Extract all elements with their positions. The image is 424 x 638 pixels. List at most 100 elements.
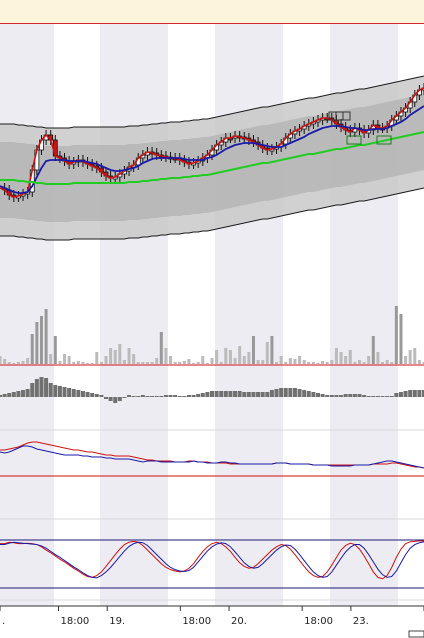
histogram-bar bbox=[163, 395, 168, 397]
volume-bar bbox=[311, 362, 315, 364]
x-tick-label: 18:00 bbox=[60, 616, 89, 627]
oscillator-line-1 bbox=[0, 445, 424, 469]
volume-bar bbox=[353, 362, 357, 364]
histogram-bar bbox=[76, 390, 81, 397]
volume-bar bbox=[339, 352, 343, 364]
volume-bar bbox=[367, 356, 371, 364]
histogram-bar bbox=[117, 397, 122, 401]
histogram-bar bbox=[173, 395, 178, 397]
histogram-bar bbox=[283, 388, 288, 397]
volume-bar bbox=[316, 363, 320, 364]
ma-line-1 bbox=[0, 105, 424, 194]
histogram-bar bbox=[242, 392, 247, 397]
histogram-bar bbox=[237, 391, 242, 397]
histogram-bar bbox=[34, 379, 39, 397]
histogram-bar bbox=[104, 397, 108, 399]
histogram-bar bbox=[292, 388, 297, 397]
volume-bar bbox=[307, 362, 311, 364]
histogram-bar bbox=[57, 386, 62, 397]
envelope-upper-line bbox=[0, 75, 424, 129]
histogram-bar bbox=[94, 394, 99, 397]
histogram-bar bbox=[127, 395, 132, 397]
volume-bar bbox=[298, 356, 302, 364]
histogram-bar bbox=[357, 394, 362, 397]
volume-bar bbox=[118, 344, 122, 364]
volume-bar bbox=[321, 361, 325, 364]
volume-bar bbox=[270, 336, 274, 364]
volume-bar bbox=[381, 362, 385, 364]
volume-bar bbox=[122, 360, 126, 364]
volume-bar bbox=[265, 342, 269, 364]
volume-bar bbox=[53, 336, 57, 364]
volume-bar bbox=[205, 363, 209, 364]
volume-bar bbox=[150, 362, 154, 364]
volume-bar bbox=[90, 363, 94, 364]
volume-bar bbox=[288, 358, 292, 364]
histogram-bar bbox=[150, 396, 155, 397]
volume-panel bbox=[0, 306, 424, 366]
volume-bar bbox=[390, 362, 394, 364]
histogram-bar bbox=[7, 393, 12, 397]
volume-bar bbox=[275, 362, 279, 364]
scroll-handle[interactable] bbox=[408, 630, 424, 638]
volume-bar bbox=[178, 362, 182, 364]
histogram-bar bbox=[11, 392, 16, 397]
stochastic-line-0 bbox=[0, 540, 424, 580]
volume-bar bbox=[348, 350, 352, 364]
histogram-bar bbox=[71, 389, 76, 397]
volume-bar bbox=[132, 354, 136, 364]
histogram-bar bbox=[233, 391, 238, 397]
volume-bar bbox=[3, 359, 7, 364]
histogram-bar bbox=[39, 377, 44, 397]
volume-bar bbox=[58, 361, 62, 364]
histogram-bar bbox=[412, 390, 417, 397]
volume-bar bbox=[44, 309, 48, 364]
volume-bar bbox=[39, 316, 43, 364]
histogram-bar bbox=[21, 390, 26, 397]
ma-line-3 bbox=[0, 131, 424, 185]
histogram-bar bbox=[260, 392, 265, 397]
volume-bar bbox=[408, 350, 412, 364]
ma-line-0 bbox=[0, 87, 424, 198]
histogram-bar bbox=[154, 396, 159, 397]
volume-bar bbox=[81, 362, 85, 364]
histogram-bar bbox=[223, 391, 228, 397]
volume-bar bbox=[99, 362, 103, 364]
volume-bar bbox=[104, 356, 108, 364]
volume-bar bbox=[173, 362, 177, 364]
volume-bar bbox=[417, 360, 421, 364]
histogram-bar bbox=[140, 395, 145, 397]
volume-bar bbox=[127, 348, 131, 364]
histogram-bar bbox=[67, 388, 72, 397]
histogram-bar bbox=[2, 394, 7, 397]
volume-bar bbox=[279, 356, 283, 364]
volume-bar bbox=[325, 362, 329, 364]
histogram-bar bbox=[408, 390, 413, 397]
volume-bar bbox=[242, 356, 246, 364]
top-info-bar bbox=[0, 0, 424, 24]
histogram-bar bbox=[182, 396, 187, 397]
volume-bar bbox=[72, 362, 76, 364]
volume-bar bbox=[182, 361, 186, 364]
volume-bar bbox=[169, 356, 173, 364]
volume-bar bbox=[49, 354, 53, 364]
histogram-bar bbox=[302, 390, 307, 397]
volume-bar bbox=[228, 350, 232, 364]
volume-bar bbox=[86, 363, 90, 364]
histogram-bar bbox=[256, 392, 261, 397]
volume-bar bbox=[155, 358, 159, 364]
volume-bar bbox=[12, 363, 16, 364]
histogram-bar bbox=[80, 391, 85, 397]
x-tick-label: 20. bbox=[231, 616, 247, 627]
volume-bar bbox=[192, 363, 196, 364]
volume-bar bbox=[210, 358, 214, 364]
volume-bar bbox=[16, 362, 20, 364]
volume-bar bbox=[136, 362, 140, 364]
histogram-bar bbox=[186, 395, 191, 397]
signal-box-1 bbox=[335, 111, 351, 121]
histogram-bar bbox=[246, 392, 251, 397]
volume-bar bbox=[362, 362, 366, 364]
x-tick-label: 19. bbox=[109, 616, 125, 627]
volume-bar bbox=[413, 348, 417, 364]
histogram-bar bbox=[306, 391, 311, 397]
